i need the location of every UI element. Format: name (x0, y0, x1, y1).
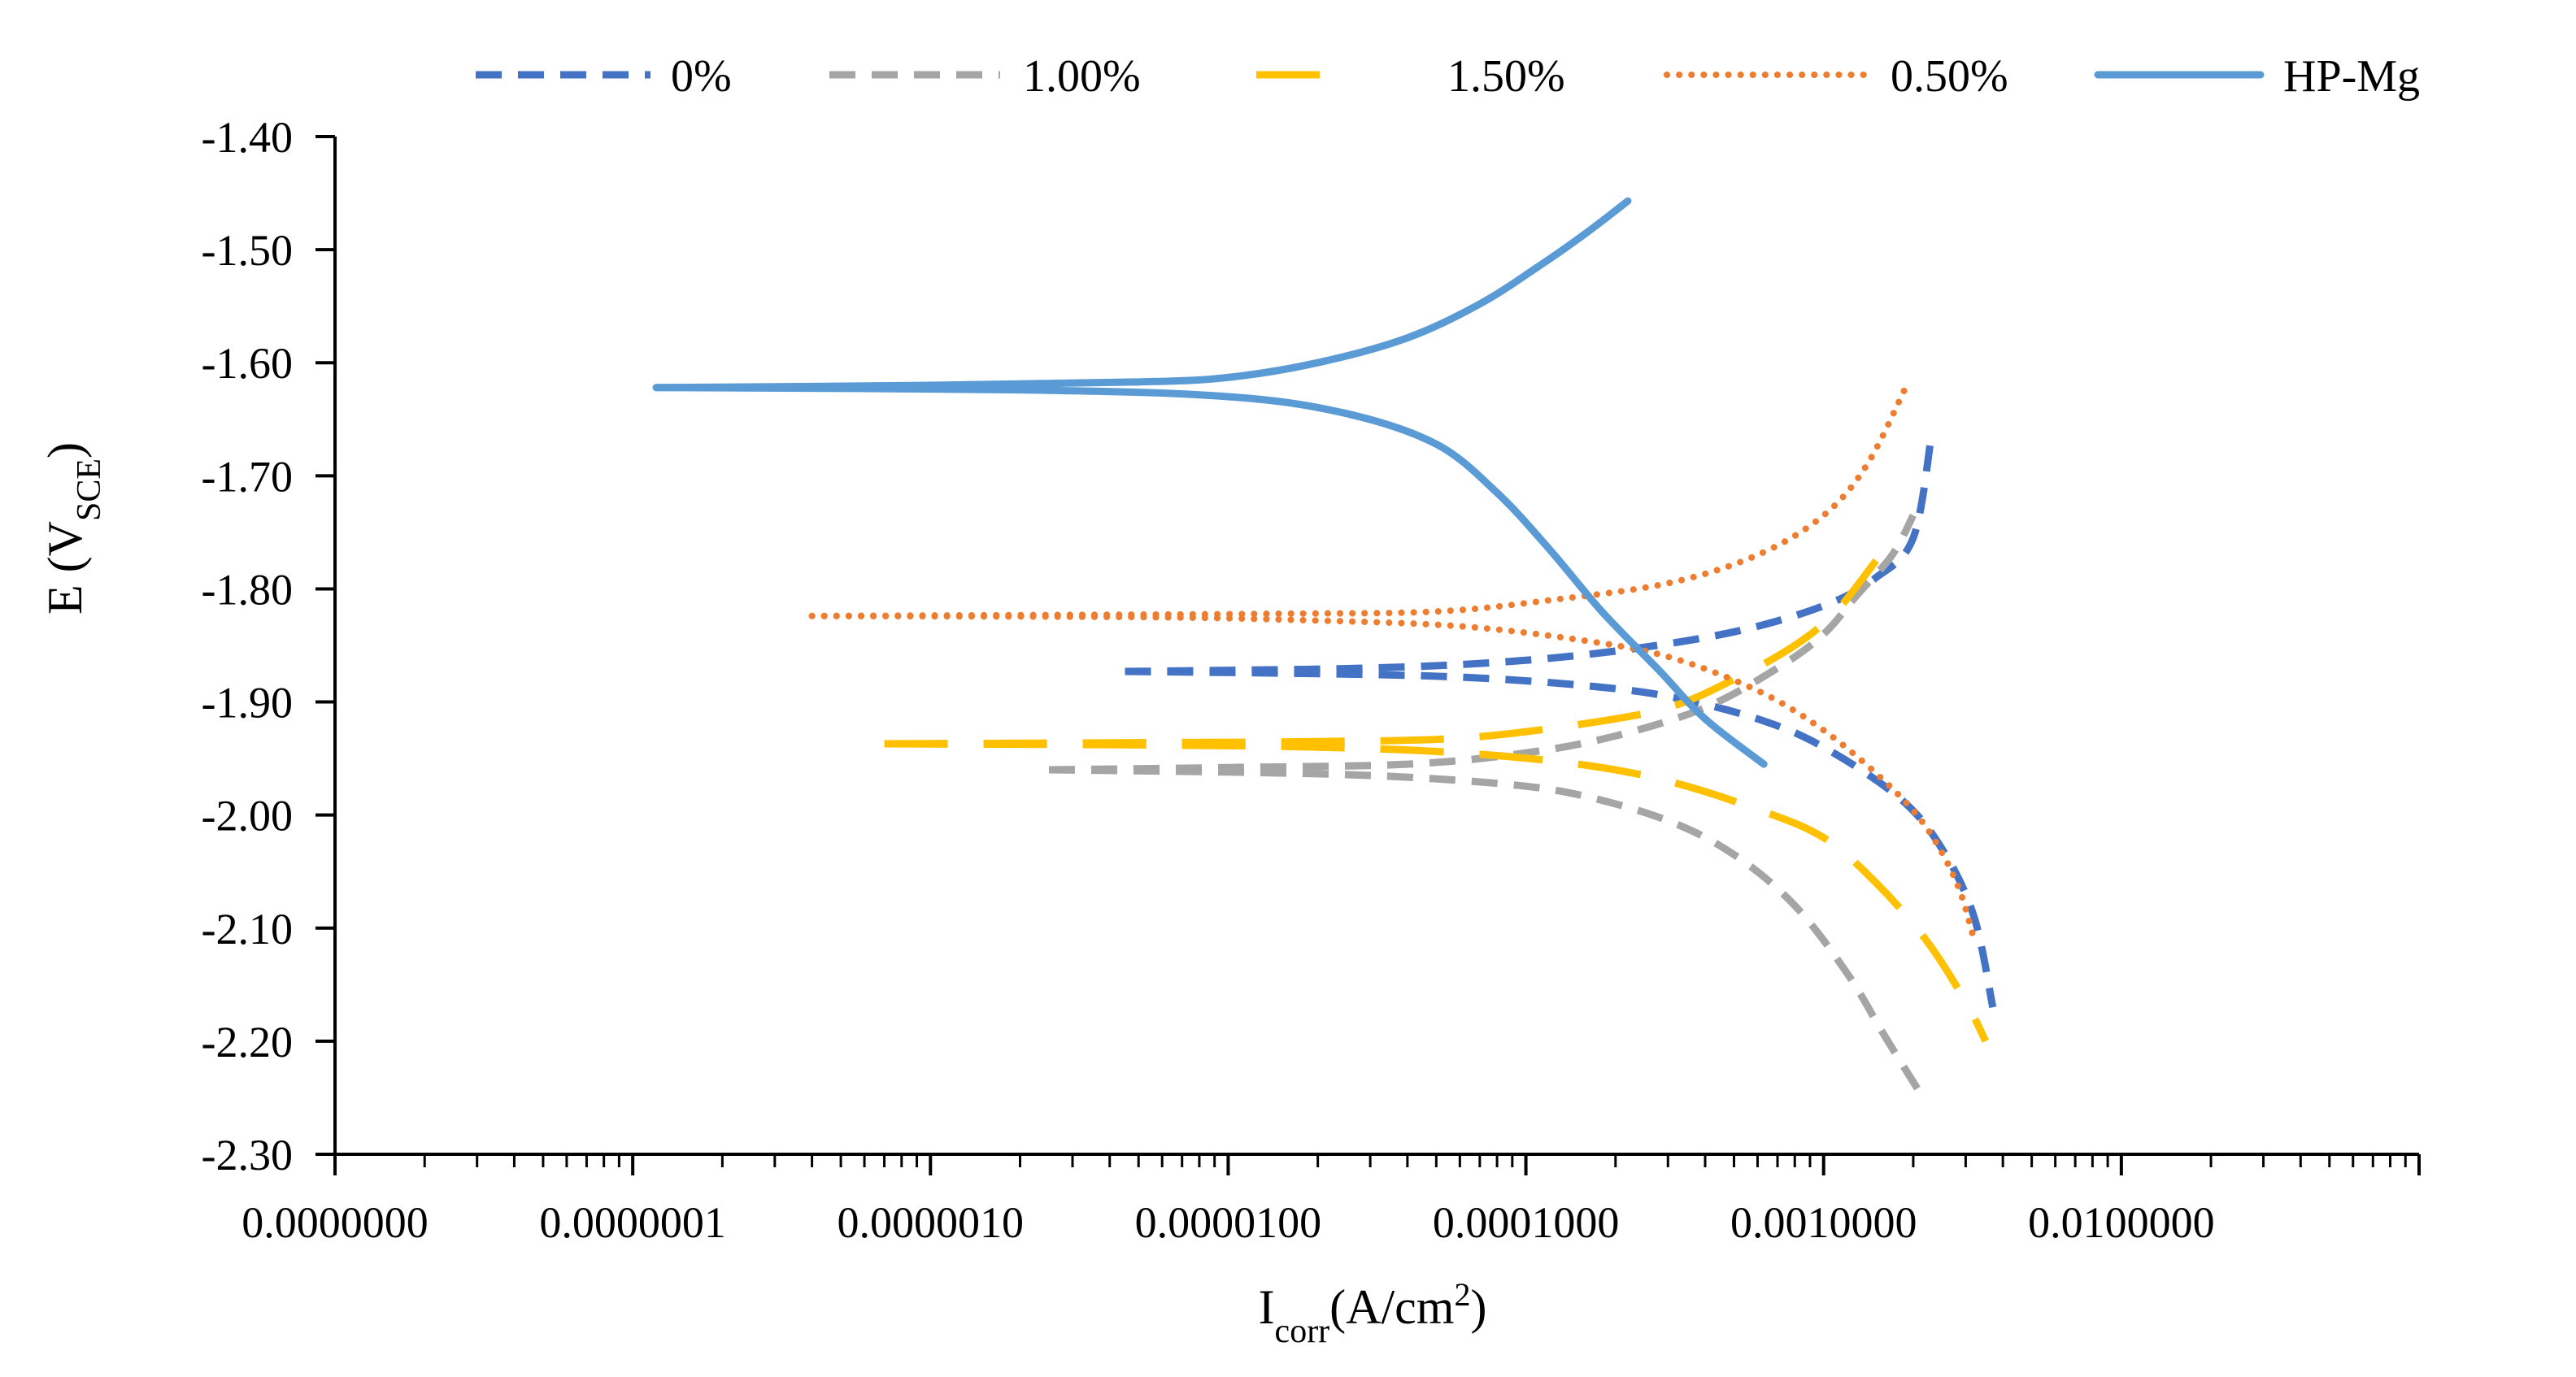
x-tick-label: 0.0000100 (1135, 1198, 1322, 1247)
y-tick-label: -1.80 (202, 565, 293, 614)
legend-label: 0.50% (1891, 51, 2008, 102)
series-0-50-anodic-branch (808, 382, 1910, 619)
y-tick-label: -1.70 (202, 452, 293, 501)
x-tick-label: 0.0000010 (838, 1198, 1025, 1247)
y-tick-label: -1.50 (202, 226, 293, 275)
series-0-anodic-branch (1125, 435, 1935, 675)
y-tick-labels: -1.40 -1.50 -1.60 -1.70 -1.80 -1.90 -2.00 -2.10… (202, 113, 293, 1179)
series-hp-mg (652, 197, 1768, 768)
y-tick-label: -1.40 (202, 113, 293, 162)
series-0-50-cathodic-branch (808, 612, 1978, 943)
series-0-cathodic-branch (1125, 667, 1997, 1009)
x-tick-label: 0.0001000 (1433, 1198, 1620, 1247)
y-tick-label: -2.20 (202, 1018, 293, 1066)
legend-item-hp-mg: HP-Mg (2094, 51, 2420, 102)
x-tick-label: 0.0000000 (242, 1198, 429, 1247)
x-tick-label: 0.0100000 (2028, 1198, 2215, 1247)
legend-item-0-50: 0.50% (1664, 51, 2008, 102)
series-1-50 (884, 558, 1989, 1043)
legend-item-1-50: 1.50% (1256, 51, 1565, 102)
legend-item-1-00: 1.00% (829, 51, 1141, 102)
x-tick-label: 0.0000001 (539, 1198, 726, 1247)
legend-label: 1.00% (1023, 51, 1141, 102)
y-tick-label: -1.90 (202, 679, 293, 728)
series-hp-mg-cathodic-branch (652, 384, 1768, 768)
legend-item-0: 0% (476, 51, 732, 102)
y-tick-label: -2.30 (202, 1131, 293, 1179)
series-0 (1125, 435, 1997, 1009)
y-tick-label: -2.10 (202, 905, 293, 953)
x-tick-label: 0.0010000 (1730, 1198, 1917, 1247)
series-layer (652, 197, 1997, 1094)
series-1-00-cathodic-branch (1048, 766, 1923, 1094)
series-0-50 (808, 382, 1978, 943)
legend: 0% 1.00% 1.50% 0.50% HP-Mg (476, 51, 2420, 102)
y-tick-label: -2.00 (202, 792, 293, 841)
x-axis-title: Icorr(A/cm2) (1259, 1276, 1487, 1351)
legend-label: 0% (671, 51, 732, 102)
legend-label: 1.50% (1447, 51, 1565, 102)
y-tick-label: -1.60 (202, 339, 293, 388)
series-1-00 (1048, 513, 1923, 1094)
series-1-50-cathodic-branch (884, 740, 1989, 1043)
x-tick-labels: 0.0000000 0.0000001 0.0000010 0.0000100 0.00… (242, 1198, 2214, 1247)
y-axis-title: E (VSCE) (38, 442, 108, 615)
series-1-00-anodic-branch (1048, 513, 1917, 774)
series-hp-mg-anodic-branch (652, 197, 1632, 392)
axes-layer (315, 135, 2421, 1175)
legend-label: HP-Mg (2283, 51, 2420, 102)
plot-area (315, 135, 2421, 1175)
